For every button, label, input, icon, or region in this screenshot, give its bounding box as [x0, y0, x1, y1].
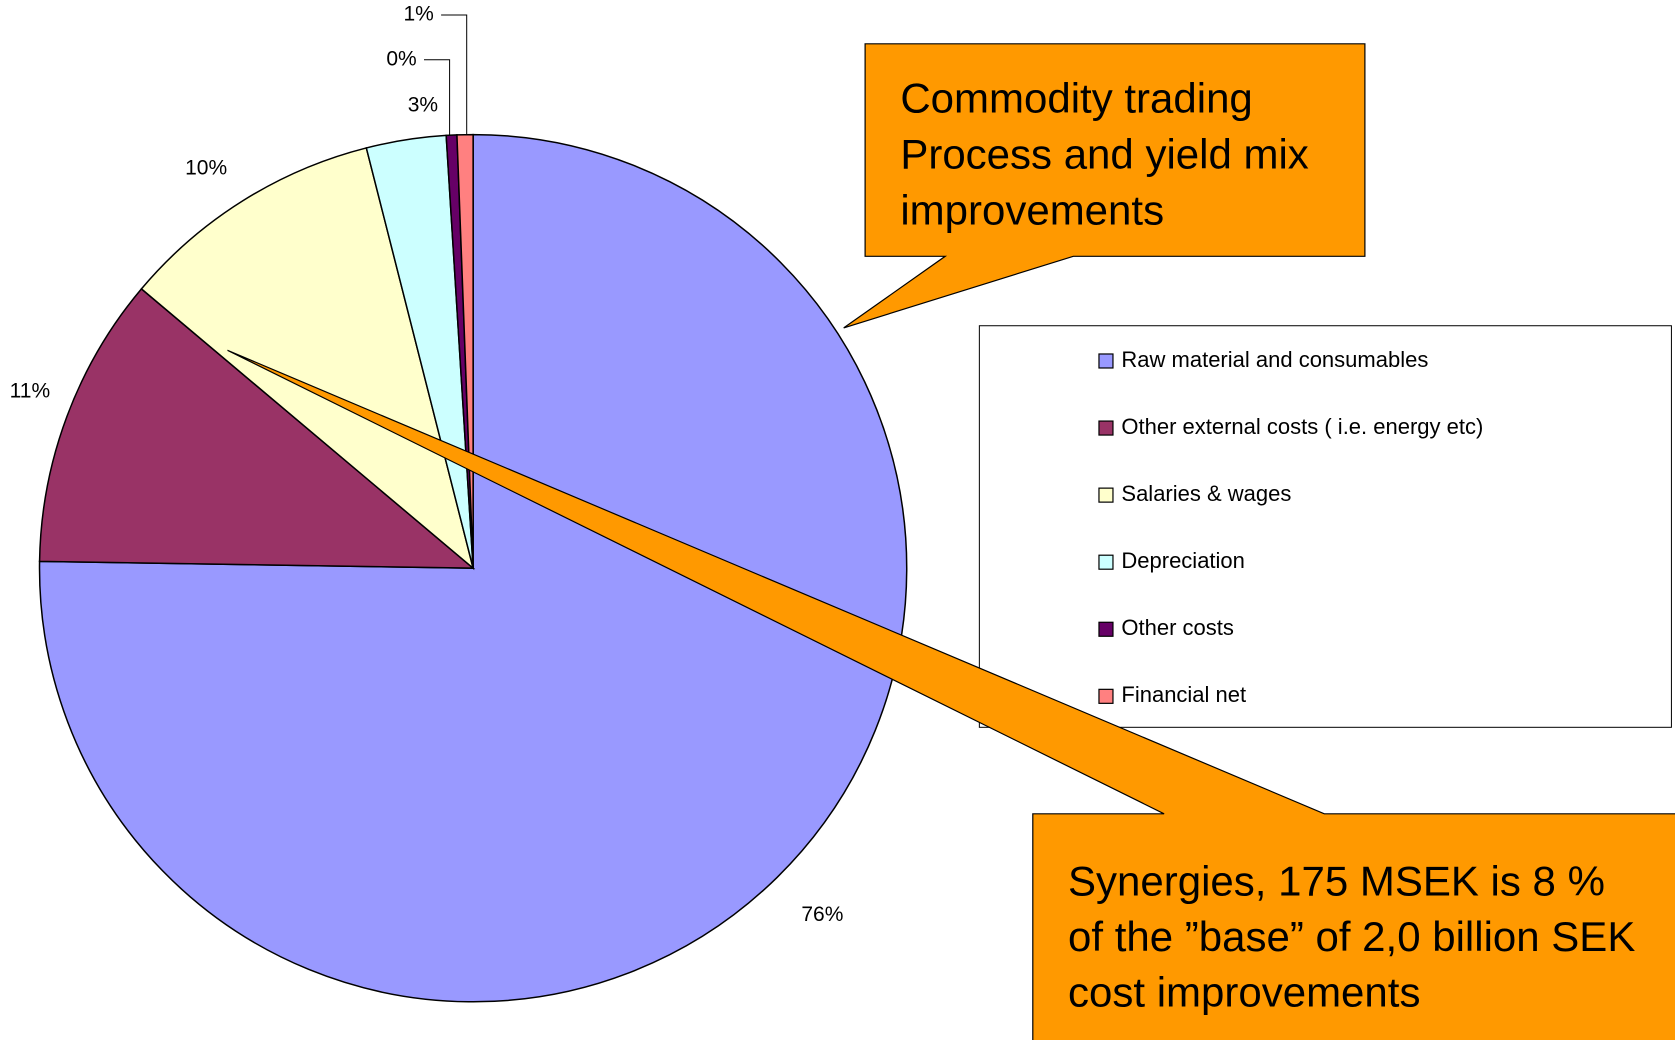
callout-text: Commodity trading	[900, 75, 1252, 122]
legend-swatch	[1098, 420, 1114, 436]
legend-swatch	[1098, 554, 1114, 570]
pie-slice	[38, 133, 908, 1003]
callout-text: cost improvements	[1068, 968, 1420, 1015]
pie-slice	[38, 287, 476, 569]
leader-line	[441, 14, 468, 135]
callout-text: Synergies, 175 MSEK is 8 %	[1068, 857, 1605, 904]
legend-label: Other external costs ( i.e. energy etc)	[1121, 414, 1483, 439]
callout-box	[227, 349, 1675, 1040]
pie-label: 1%	[403, 2, 433, 25]
pie-label: 0%	[386, 47, 416, 70]
legend-swatch	[1098, 688, 1114, 704]
pie-slice	[140, 147, 475, 571]
pie-label: 10%	[185, 156, 227, 179]
legend-label: Raw material and consumables	[1121, 347, 1428, 372]
callout-text: of the ”base” of 2,0 billion SEK	[1068, 913, 1635, 960]
legend-label: Financial net	[1121, 682, 1246, 707]
callout-box	[843, 43, 1366, 329]
callout-text: Process and yield mix	[900, 131, 1309, 178]
legend-swatch	[1098, 621, 1114, 637]
legend-label: Depreciation	[1121, 548, 1245, 573]
legend-label: Salaries & wages	[1121, 481, 1291, 506]
leader-line	[424, 59, 451, 135]
pie-label: 3%	[408, 93, 438, 116]
legend-label: Other costs	[1121, 615, 1233, 640]
legend-swatch	[1098, 487, 1114, 503]
legend-box	[978, 325, 1672, 728]
callout-text: improvements	[900, 187, 1164, 234]
pie-label: 11%	[10, 380, 50, 403]
pie-label: 76%	[801, 903, 843, 926]
legend-swatch	[1098, 353, 1114, 369]
